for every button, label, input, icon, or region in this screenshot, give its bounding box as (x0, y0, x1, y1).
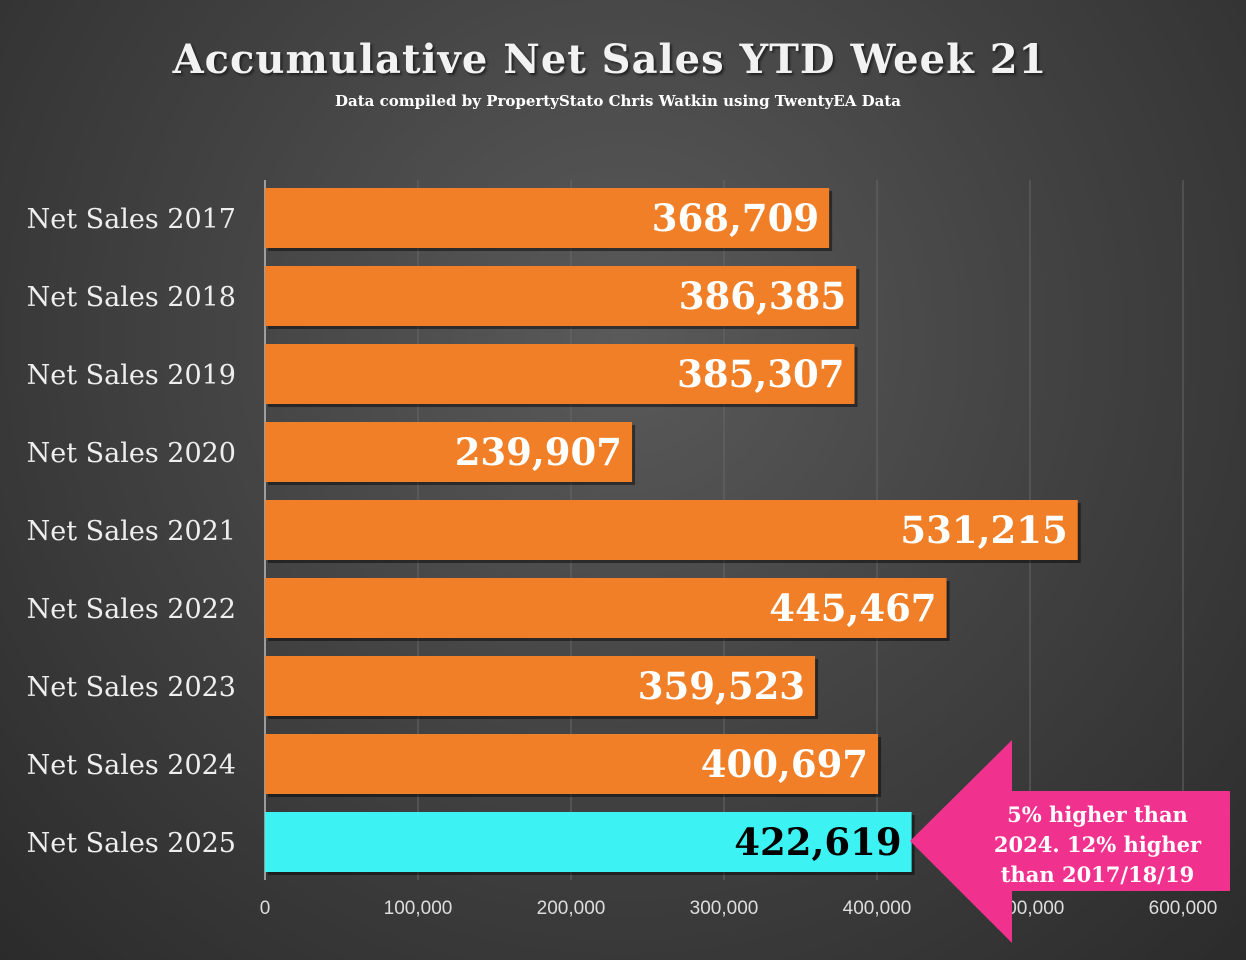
value-label: 400,697 (701, 742, 868, 786)
bar (265, 812, 912, 872)
category-label: Net Sales 2023 (27, 672, 236, 703)
value-label: 531,215 (900, 508, 1067, 552)
value-label: 445,467 (769, 586, 936, 630)
category-label: Net Sales 2024 (27, 750, 236, 781)
bar (265, 422, 633, 482)
category-label: Net Sales 2020 (27, 438, 236, 469)
x-tick-label: 400,000 (843, 898, 912, 919)
bar (265, 656, 816, 716)
category-label: Net Sales 2025 (27, 828, 236, 859)
annotation-text: 5% higher than 2024. 12% higher than 201… (993, 802, 1202, 887)
x-tick-label: 600,000 (1149, 898, 1218, 919)
bar (265, 500, 1078, 560)
x-tick-label: 300,000 (690, 898, 759, 919)
category-label: Net Sales 2018 (27, 282, 236, 313)
x-tick-label: 0 (260, 898, 271, 919)
bar (265, 734, 879, 794)
x-tick-label: 100,000 (384, 898, 453, 919)
category-label: Net Sales 2022 (27, 594, 236, 625)
bar (265, 578, 947, 638)
annotation-arrow (910, 740, 1230, 943)
value-label: 368,709 (652, 196, 819, 240)
value-label: 386,385 (679, 274, 846, 318)
value-label: 422,619 (734, 820, 901, 864)
bar (265, 188, 830, 248)
value-label: 359,523 (638, 664, 805, 708)
x-tick-label: 500,000 (996, 898, 1065, 919)
x-tick-label: 200,000 (537, 898, 606, 919)
value-label: 239,907 (455, 430, 622, 474)
category-label: Net Sales 2019 (27, 360, 236, 391)
chart-title: Accumulative Net Sales YTD Week 21 (172, 36, 1048, 83)
value-label: 385,307 (677, 352, 844, 396)
category-label: Net Sales 2021 (27, 516, 236, 547)
bar (265, 344, 855, 404)
chart-subtitle: Data compiled by PropertyStato Chris Wat… (335, 92, 901, 110)
bar (265, 266, 857, 326)
category-label: Net Sales 2017 (27, 204, 236, 235)
